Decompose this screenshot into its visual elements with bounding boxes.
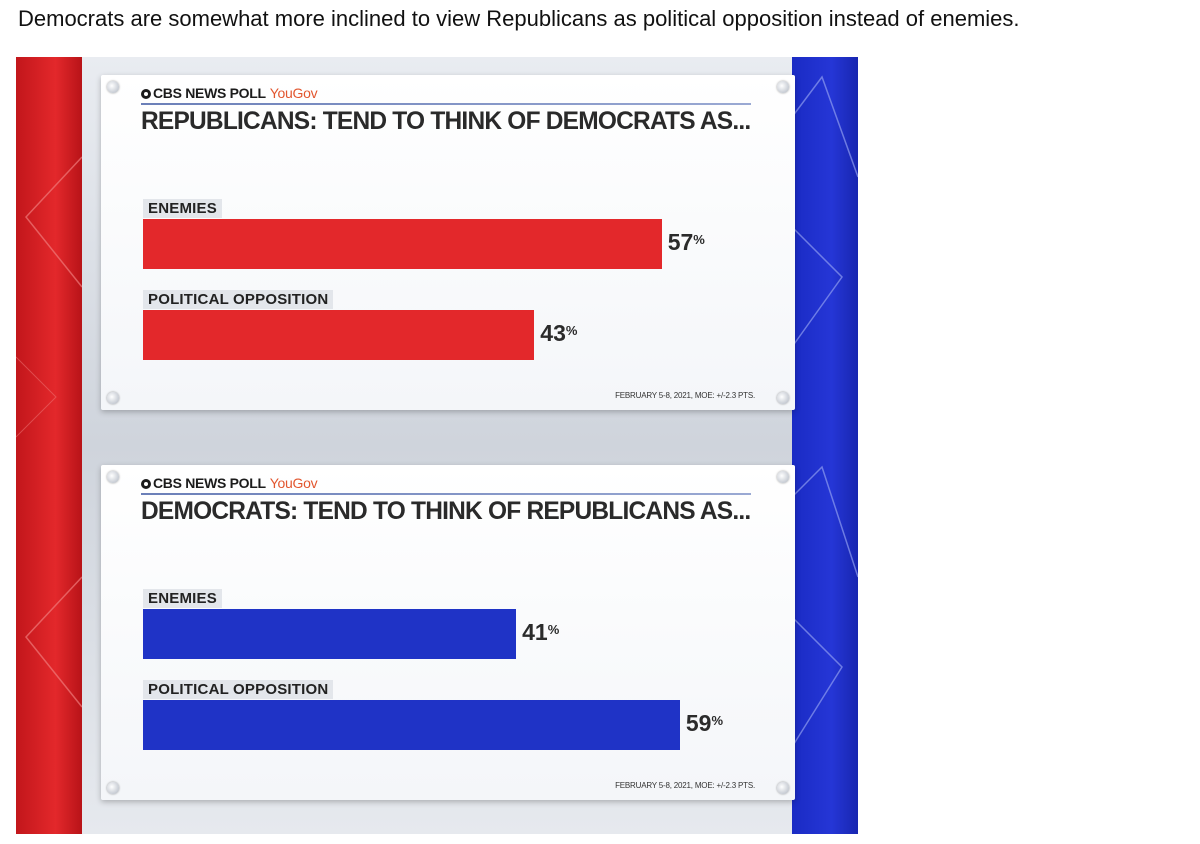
data-label: 59% (685, 710, 724, 736)
category-label: ENEMIES (143, 589, 222, 608)
star-decoration-left (16, 156, 82, 708)
bar (143, 219, 662, 269)
mount-peg-icon (107, 471, 119, 483)
red-backdrop (16, 57, 82, 834)
poll-brand: CBS NEWS POLL YouGov (141, 475, 318, 491)
data-label: 57% (667, 229, 705, 255)
mount-peg-icon (777, 81, 789, 93)
bar (143, 310, 535, 360)
mount-peg-icon (777, 782, 789, 794)
mount-peg-icon (777, 392, 789, 404)
star-decoration-right (792, 75, 858, 748)
mount-peg-icon (107, 392, 119, 404)
mount-peg-icon (777, 471, 789, 483)
chart-footnote: FEBRUARY 5-8, 2021, MOE: +/-2.3 PTS. (615, 781, 755, 790)
mount-peg-icon (107, 81, 119, 93)
poll-source: CBS NEWS POLL (153, 475, 266, 491)
title-rule (141, 103, 751, 105)
poll-source: CBS NEWS POLL (153, 85, 266, 101)
title-rule (141, 493, 751, 495)
chart-title: REPUBLICANS: TEND TO THINK OF DEMOCRATS … (141, 107, 751, 135)
chart-image: CBS NEWS POLL YouGov REPUBLICANS: TEND TO… (16, 57, 858, 834)
chart-footnote: FEBRUARY 5-8, 2021, MOE: +/-2.3 PTS. (615, 391, 755, 400)
chart-title: DEMOCRATS: TEND TO THINK OF REPUBLICANS … (141, 497, 751, 525)
data-label: 43% (540, 320, 578, 346)
chart-panel-democrats: CBS NEWS POLL YouGov DEMOCRATS: TEND TO T… (101, 465, 795, 800)
poll-brand: CBS NEWS POLL YouGov (141, 85, 318, 101)
category-label: POLITICAL OPPOSITION (143, 680, 334, 699)
bar (143, 609, 517, 659)
mount-peg-icon (107, 782, 119, 794)
category-label: POLITICAL OPPOSITION (143, 290, 334, 309)
category-label: ENEMIES (143, 199, 222, 218)
cbs-eye-icon (141, 479, 151, 489)
bar (143, 700, 680, 750)
poll-partner: YouGov (269, 475, 318, 491)
blue-backdrop (792, 57, 858, 834)
cbs-eye-icon (141, 89, 151, 99)
poll-partner: YouGov (269, 85, 318, 101)
caption-text: Democrats are somewhat more inclined to … (18, 6, 1020, 31)
data-label: 41% (522, 619, 560, 645)
chart-panel-republicans: CBS NEWS POLL YouGov REPUBLICANS: TEND TO… (101, 75, 795, 410)
